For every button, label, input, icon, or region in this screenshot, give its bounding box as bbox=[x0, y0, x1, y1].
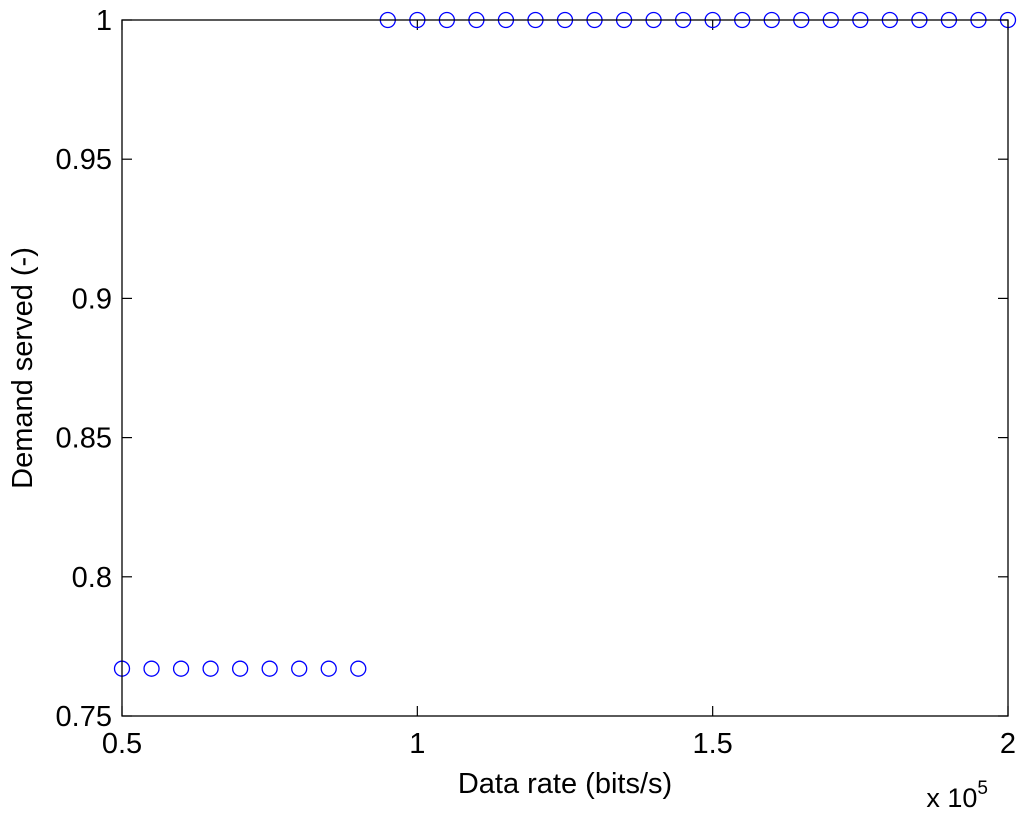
data-point bbox=[320, 660, 337, 677]
data-point bbox=[172, 660, 190, 677]
x-multiplier-base: x 10 bbox=[926, 783, 977, 813]
data-point bbox=[143, 660, 160, 677]
data-point bbox=[202, 660, 219, 677]
x-tick-label: 1 bbox=[409, 728, 425, 760]
axis-tick-labels: 0.5 1 1.5 2 0.75 0.8 0.85 0.9 0.95 1 bbox=[56, 5, 1017, 760]
data-point bbox=[291, 660, 308, 677]
y-tick-label: 0.8 bbox=[72, 562, 112, 594]
data-point bbox=[261, 660, 278, 677]
axis-ticks bbox=[121, 19, 1009, 717]
y-tick-label: 0.95 bbox=[56, 144, 112, 176]
y-tick-label: 1 bbox=[96, 5, 112, 37]
x-multiplier-exponent: 5 bbox=[977, 778, 988, 799]
y-tick-label: 0.85 bbox=[56, 423, 112, 455]
x-axis-label: Data rate (bits/s) bbox=[458, 768, 672, 800]
data-point bbox=[231, 660, 249, 677]
y-tick-label: 0.75 bbox=[56, 701, 112, 733]
x-multiplier-label: x 105 bbox=[926, 778, 988, 813]
y-axis-label: Demand served (-) bbox=[7, 247, 39, 489]
data-point bbox=[350, 660, 367, 677]
plot-frame bbox=[121, 19, 1009, 717]
plot-background bbox=[122, 20, 1008, 716]
x-tick-label: 2 bbox=[1000, 728, 1016, 760]
x-tick-label: 0.5 bbox=[102, 728, 142, 760]
x-tick-label: 1.5 bbox=[693, 728, 733, 760]
y-tick-label: 0.9 bbox=[72, 283, 112, 315]
